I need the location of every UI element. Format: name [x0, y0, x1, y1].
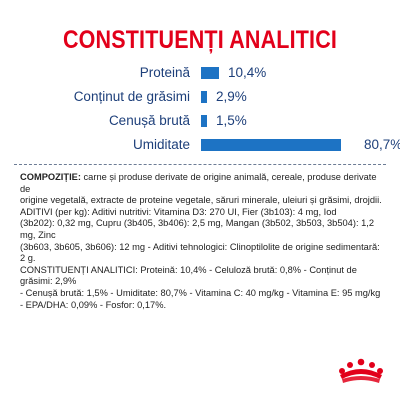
value-bar — [201, 115, 207, 127]
composition-heading: COMPOZIȚIE: — [20, 172, 81, 182]
text-line: (3b202): 0,32 mg, Cupru (3b405, 3b406): … — [20, 218, 375, 240]
value-bar — [201, 67, 220, 79]
composition-text: COMPOZIȚIE: carne și produse derivate de… — [20, 172, 382, 311]
text-line: ADITIVI (per kg): Aditivi nutritivi: Vit… — [20, 206, 337, 217]
value-bar — [201, 139, 341, 151]
value-label: 10,4% — [228, 65, 267, 80]
chart-row: Umiditate 80,7% — [0, 134, 400, 156]
chart-row: Conținut de grăsimi 2,9% — [0, 86, 400, 108]
chart-row: Cenușă brută 1,5% — [0, 110, 400, 132]
row-label: Umiditate — [132, 137, 190, 152]
text-line: (3b603, 3b605, 3b606): 12 mg - Aditivi t… — [20, 241, 380, 264]
text-line: origine vegetală, extracte de proteine v… — [20, 195, 382, 206]
text-line: - Cenușă brută: 1,5% - Umiditate: 80,7% … — [20, 287, 381, 298]
row-label: Proteină — [139, 65, 190, 80]
value-label: 1,5% — [216, 113, 247, 128]
row-label: Cenușă brută — [108, 113, 190, 128]
text-line: carne și produse derivate de origine ani… — [20, 172, 377, 194]
value-label: 80,7% — [364, 137, 400, 152]
value-bar — [201, 91, 207, 103]
dashed-divider — [14, 164, 386, 165]
royal-canin-crown-icon — [339, 358, 383, 383]
text-line: CONSTITUENȚI ANALITICI: Proteină: 10,4% … — [20, 264, 357, 287]
value-label: 2,9% — [216, 89, 247, 104]
row-label: Conținut de grăsimi — [73, 89, 190, 104]
chart-row: Proteină 10,4% — [0, 62, 400, 84]
text-line: - EPA/DHA: 0,09% - Fosfor: 0,17%. — [20, 299, 167, 310]
page-title: CONSTITUENȚI ANALITICI — [62, 26, 338, 54]
